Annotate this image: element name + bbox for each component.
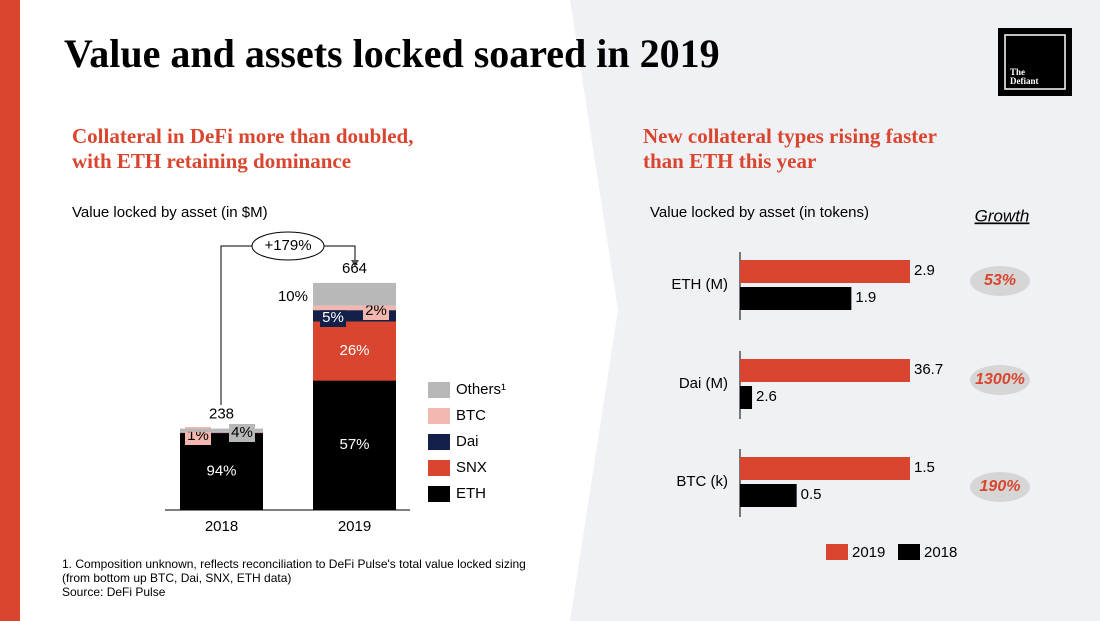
label-box — [363, 302, 389, 320]
right-panel — [570, 0, 1100, 621]
subtitle: than ETH this year — [643, 149, 816, 173]
growth-title: Growth — [975, 206, 1030, 225]
growth-label: 53% — [984, 272, 1016, 289]
axis-label: Value locked by asset (in tokens) — [650, 204, 869, 221]
bar — [740, 287, 852, 310]
bar — [740, 260, 910, 283]
data-label: 2% — [365, 302, 387, 319]
bar — [740, 484, 797, 507]
label-box — [320, 309, 346, 327]
logo-text: The — [1010, 67, 1025, 77]
legend-label: 2018 — [924, 544, 957, 561]
data-label: 2.9 — [914, 262, 935, 279]
footnote: (from bottom up BTC, Dai, SNX, ETH data) — [62, 571, 291, 585]
growth-bubble — [970, 266, 1030, 296]
logo-frame — [1004, 34, 1066, 90]
data-label: 0.5 — [801, 486, 822, 503]
bar — [740, 386, 753, 409]
bar-segment — [180, 431, 263, 433]
total-label: 238 — [209, 406, 234, 423]
data-label: 26% — [339, 342, 369, 359]
growth-label: 1300% — [975, 371, 1025, 388]
legend-label: SNX — [456, 459, 487, 476]
bar — [740, 457, 910, 480]
legend-swatch — [428, 460, 450, 476]
y-tick-label: BTC (k) — [676, 473, 728, 490]
x-tick-label: 2019 — [338, 518, 371, 535]
data-label: 2.6 — [756, 388, 777, 405]
data-label: 10% — [278, 288, 308, 305]
growth-label: 190% — [980, 478, 1021, 495]
data-label: 1.9 — [855, 289, 876, 306]
axis-label: Value locked by asset (in $M) — [72, 204, 268, 221]
subtitle: with ETH retaining dominance — [72, 149, 351, 173]
connector — [324, 245, 356, 262]
arrow-head — [351, 260, 359, 267]
data-label: 1% — [266, 427, 288, 444]
total-label: 664 — [342, 260, 367, 277]
footnote: Source: DeFi Pulse — [62, 585, 166, 599]
legend-label: 2019 — [852, 544, 885, 561]
legend-swatch — [826, 544, 848, 560]
legend-label: Others¹ — [456, 381, 506, 398]
y-tick-label: ETH (M) — [671, 276, 728, 293]
annotation-bubble — [251, 231, 325, 261]
bar-segment — [313, 305, 396, 311]
annotation: +179% — [264, 237, 311, 254]
legend-label: BTC — [456, 407, 486, 424]
growth-bubble — [970, 472, 1030, 502]
label-box — [229, 424, 255, 442]
bar-segment — [180, 433, 263, 510]
legend-swatch — [428, 408, 450, 424]
data-label: 57% — [339, 436, 369, 453]
bar-segment — [180, 432, 263, 434]
logo — [998, 28, 1072, 96]
growth-bubble — [970, 365, 1030, 395]
legend-swatch — [428, 486, 450, 502]
legend-swatch — [428, 382, 450, 398]
x-tick-label: 2018 — [205, 518, 238, 535]
bar-segment — [313, 321, 396, 381]
connector — [220, 245, 252, 405]
bar — [740, 359, 910, 382]
data-label: 1.5 — [914, 459, 935, 476]
bar-segment — [313, 282, 396, 306]
data-label: 36.7 — [914, 361, 943, 378]
bar-segment — [313, 310, 396, 322]
legend-swatch — [428, 434, 450, 450]
data-label: 94% — [206, 463, 236, 480]
bar-segment — [180, 428, 263, 432]
legend-swatch — [898, 544, 920, 560]
accent-bar — [0, 0, 20, 621]
legend-label: Dai — [456, 433, 479, 450]
y-tick-label: Dai (M) — [679, 375, 728, 392]
legend-label: ETH — [456, 485, 486, 502]
data-label: 4% — [231, 424, 253, 441]
footnote: 1. Composition unknown, reflects reconci… — [62, 557, 526, 571]
subtitle: Collateral in DeFi more than doubled, — [72, 124, 413, 148]
subtitle: New collateral types rising faster — [643, 124, 937, 148]
bar-segment — [313, 380, 396, 510]
slide-title: Value and assets locked soared in 2019 — [64, 31, 720, 76]
logo-text: Defiant — [1010, 76, 1039, 86]
data-label: 5% — [322, 309, 344, 326]
